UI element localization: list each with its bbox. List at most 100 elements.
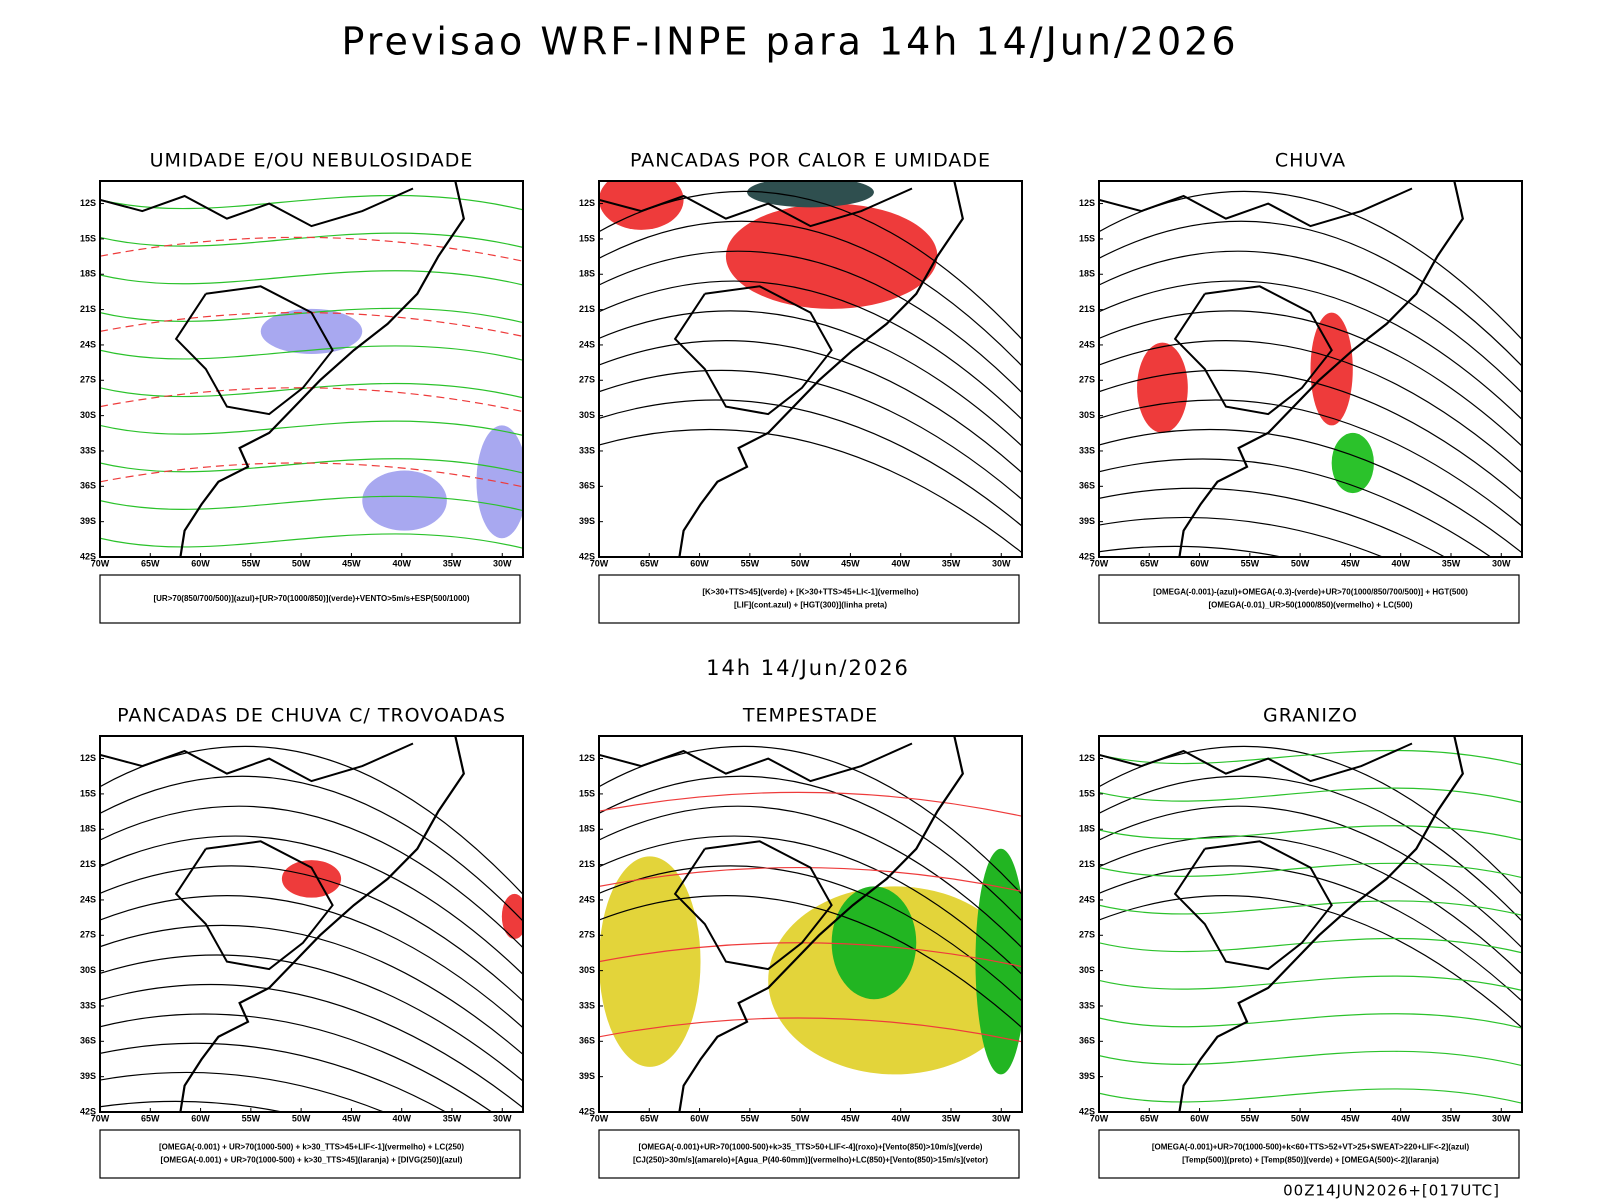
map bbox=[1099, 181, 1522, 557]
contour-line bbox=[100, 458, 523, 474]
contour-line bbox=[599, 250, 1022, 394]
contour-line bbox=[1099, 516, 1385, 557]
lat-tick-label: 42S bbox=[80, 551, 96, 561]
contour-line bbox=[100, 1013, 493, 1112]
contour-line bbox=[1099, 487, 1446, 557]
lat-tick-label: 42S bbox=[1079, 1106, 1095, 1116]
lat-tick-label: 33S bbox=[579, 445, 595, 455]
contour-line bbox=[599, 310, 1022, 448]
lon-tick-label: 65W bbox=[141, 1113, 160, 1123]
contour-line bbox=[1099, 220, 1522, 368]
lat-tick-label: 36S bbox=[80, 481, 96, 491]
lat-tick-label: 27S bbox=[80, 375, 96, 385]
lon-tick-label: 65W bbox=[1140, 1113, 1159, 1123]
lat-tick-label: 33S bbox=[1079, 445, 1095, 455]
contour-line bbox=[100, 232, 523, 248]
legend-box bbox=[598, 1129, 1020, 1179]
contour-line bbox=[1099, 545, 1284, 557]
lat-tick-label: 18S bbox=[80, 269, 96, 279]
map-frame bbox=[99, 735, 524, 1113]
legend-text: [CJ(250)>30m/s](amarelo)+[Agua_P(40-60mm… bbox=[633, 1156, 988, 1165]
map-frame bbox=[1098, 735, 1523, 1113]
date-label: 14h 14/Jun/2026 bbox=[706, 656, 910, 680]
lat-tick-label: 12S bbox=[579, 198, 595, 208]
panel-title: CHUVA bbox=[1275, 150, 1346, 172]
shaded-area bbox=[831, 886, 917, 1000]
lon-tick-label: 60W bbox=[1190, 558, 1209, 568]
lon-tick-label: 45W bbox=[841, 1113, 860, 1123]
lat-tick-label: 39S bbox=[1079, 1071, 1095, 1081]
lon-tick-label: 55W bbox=[741, 1113, 760, 1123]
lon-tick-label: 40W bbox=[891, 558, 910, 568]
lon-tick-label: 65W bbox=[1140, 558, 1159, 568]
lon-tick-label: 40W bbox=[891, 1113, 910, 1123]
lon-tick-label: 35W bbox=[1442, 1113, 1461, 1123]
contour-line bbox=[1099, 1050, 1522, 1067]
lat-tick-label: 27S bbox=[579, 930, 595, 940]
lon-tick-label: 65W bbox=[141, 558, 160, 568]
lat-tick-label: 30S bbox=[579, 410, 595, 420]
lat-tick-label: 27S bbox=[1079, 930, 1095, 940]
contour-line bbox=[100, 983, 523, 1109]
panel-title: UMIDADE E/OU NEBULOSIDADE bbox=[150, 150, 474, 172]
lon-tick-label: 70W bbox=[590, 1113, 609, 1123]
lon-tick-label: 60W bbox=[690, 1113, 709, 1123]
map-background bbox=[100, 181, 523, 557]
panel-title: PANCADAS POR CALOR E UMIDADE bbox=[630, 150, 991, 172]
border bbox=[1173, 840, 1333, 971]
lon-tick-label: 40W bbox=[392, 1113, 411, 1123]
border bbox=[174, 285, 334, 416]
legend-text: [UR>70(850/700/500)](azul)+[UR>70(1000/8… bbox=[153, 594, 469, 603]
contour-line bbox=[1099, 775, 1522, 923]
contour-line bbox=[1099, 399, 1522, 527]
lat-tick-label: 27S bbox=[80, 930, 96, 940]
contour-line bbox=[599, 1017, 1022, 1043]
contour-line bbox=[599, 865, 1022, 1003]
lat-tick-label: 21S bbox=[579, 859, 595, 869]
lon-tick-label: 30W bbox=[493, 558, 512, 568]
contour-line bbox=[1099, 895, 1522, 1029]
lon-tick-label: 65W bbox=[640, 558, 659, 568]
lat-tick-label: 33S bbox=[579, 1000, 595, 1010]
border bbox=[673, 285, 833, 416]
contour-line bbox=[1099, 900, 1522, 916]
lat-tick-label: 33S bbox=[1079, 1000, 1095, 1010]
lat-tick-label: 42S bbox=[80, 1106, 96, 1116]
lat-tick-label: 18S bbox=[579, 824, 595, 834]
lat-tick-label: 12S bbox=[1079, 753, 1095, 763]
contour-line bbox=[599, 399, 1022, 527]
lat-tick-label: 30S bbox=[80, 965, 96, 975]
panel: GRANIZO 12S 15S 18S 21S 24S 27S 30S 33S 36S 39S 42S… bbox=[1079, 705, 1523, 1179]
coastline bbox=[1178, 181, 1464, 557]
shaded-area bbox=[476, 425, 523, 539]
panel-title: GRANIZO bbox=[1263, 705, 1358, 727]
border bbox=[599, 187, 913, 228]
lat-tick-label: 36S bbox=[579, 481, 595, 491]
legend-text: [K>30+TTS>45](verde) + [K>30+TTS>45+LI<-… bbox=[702, 588, 919, 597]
shaded-area bbox=[747, 181, 874, 208]
lon-tick-label: 50W bbox=[292, 558, 311, 568]
panel-title: PANCADAS DE CHUVA C/ TROVOADAS bbox=[117, 705, 506, 727]
lat-tick-label: 15S bbox=[579, 233, 595, 243]
lat-tick-label: 24S bbox=[1079, 894, 1095, 904]
contour-line bbox=[100, 270, 523, 286]
lat-tick-label: 21S bbox=[80, 859, 96, 869]
contour-line bbox=[100, 1042, 447, 1112]
contour-line bbox=[100, 924, 523, 1056]
lat-tick-label: 30S bbox=[80, 410, 96, 420]
lon-tick-label: 45W bbox=[1341, 1113, 1360, 1123]
map bbox=[599, 181, 1022, 557]
contour-line bbox=[1099, 340, 1522, 474]
border bbox=[100, 187, 414, 228]
lat-tick-label: 12S bbox=[1079, 198, 1095, 208]
map bbox=[100, 181, 523, 557]
lat-tick-label: 24S bbox=[579, 339, 595, 349]
lon-tick-label: 55W bbox=[242, 558, 261, 568]
map-frame bbox=[99, 180, 524, 558]
lat-tick-label: 18S bbox=[1079, 269, 1095, 279]
lon-tick-label: 50W bbox=[1291, 1113, 1310, 1123]
lat-tick-label: 21S bbox=[1079, 304, 1095, 314]
lon-tick-label: 35W bbox=[443, 558, 462, 568]
contour-line bbox=[1099, 835, 1522, 976]
